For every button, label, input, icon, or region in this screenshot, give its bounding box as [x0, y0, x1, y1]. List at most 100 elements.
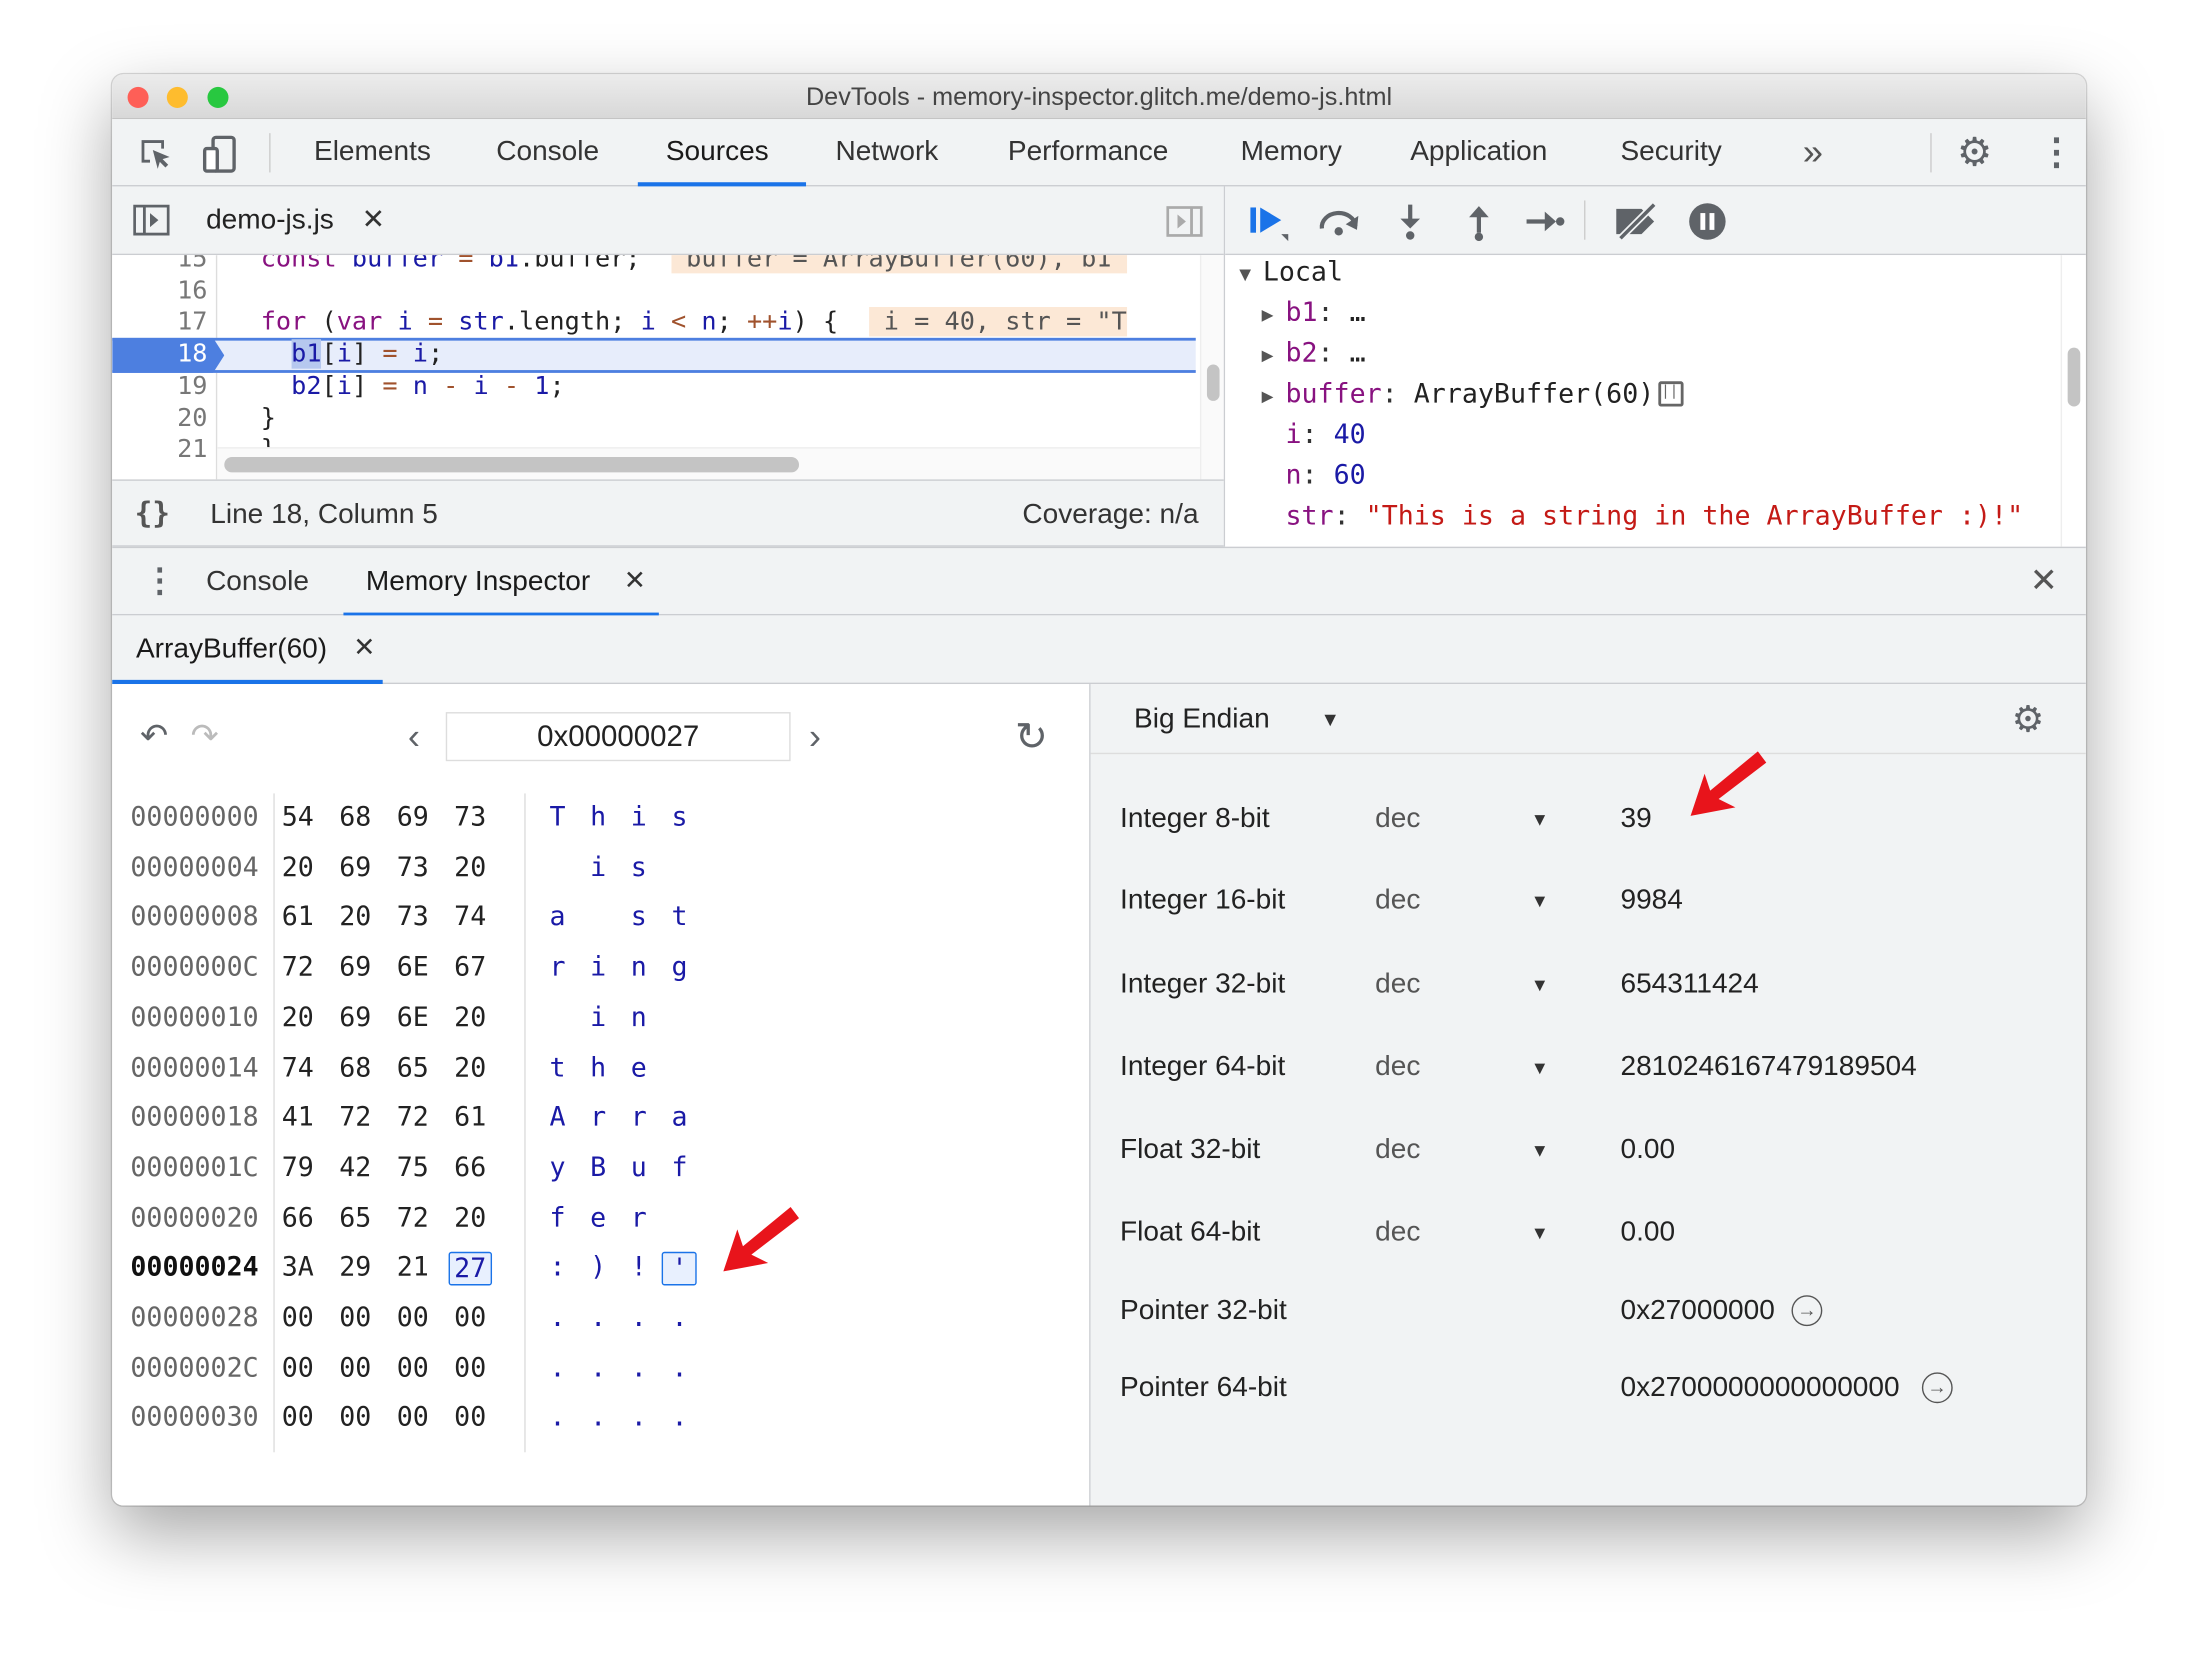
tab-console[interactable]: Console — [496, 135, 600, 167]
line-number[interactable]: 17 — [177, 306, 208, 337]
ascii-cell[interactable]: t — [671, 901, 688, 933]
expand-triangle-icon[interactable]: ▼ — [1239, 263, 1263, 286]
byte-cell[interactable]: 6E — [396, 1002, 429, 1033]
byte-cell[interactable]: 72 — [339, 1102, 372, 1133]
tab-performance[interactable]: Performance — [1007, 135, 1169, 167]
byte-cell[interactable]: 54 — [281, 801, 314, 833]
byte-cell[interactable]: 68 — [339, 801, 372, 833]
ascii-cell[interactable]: a — [549, 901, 566, 933]
endianness-dropdown-icon[interactable]: ▼ — [1320, 707, 1340, 731]
byte-cell[interactable]: 20 — [281, 1002, 314, 1033]
format-dropdown-icon[interactable]: ▼ — [1530, 1222, 1549, 1244]
vertical-scrollbar[interactable] — [1199, 255, 1224, 480]
ascii-cell[interactable]: B — [590, 1152, 607, 1183]
ascii-cell[interactable]: A — [549, 1102, 566, 1133]
drawer-tab-console[interactable]: Console — [206, 566, 309, 598]
more-options-icon[interactable]: ⋮ — [2038, 130, 2075, 173]
byte-cell[interactable]: 6E — [396, 951, 429, 983]
byte-cell[interactable]: 00 — [339, 1402, 372, 1434]
ascii-cell[interactable]: f — [549, 1202, 566, 1234]
drawer-menu-icon[interactable]: ⋮ — [142, 562, 177, 600]
value-format-select[interactable]: dec — [1375, 968, 1421, 1000]
byte-cell[interactable]: 65 — [339, 1202, 372, 1234]
ascii-cell[interactable]: . — [671, 1402, 688, 1434]
byte-cell[interactable]: 00 — [339, 1352, 372, 1384]
byte-cell[interactable]: 21 — [396, 1252, 429, 1284]
byte-cell[interactable]: 74 — [454, 901, 487, 933]
code-editor[interactable]: }} b2[i] = n - i - 1; b1[i] = i;for (var… — [112, 255, 1224, 480]
ascii-cell[interactable]: s — [630, 901, 647, 933]
byte-cell[interactable]: 20 — [339, 901, 372, 933]
byte-cell[interactable]: 00 — [454, 1352, 487, 1384]
value-format-select[interactable]: dec — [1375, 1216, 1421, 1248]
close-window-button[interactable] — [127, 86, 149, 108]
ascii-cell[interactable]: t — [549, 1052, 566, 1083]
byte-cell[interactable]: 20 — [454, 851, 487, 883]
history-forward-icon[interactable]: ↷ — [190, 717, 219, 756]
byte-cell[interactable]: 65 — [396, 1052, 429, 1083]
toggle-navigator-icon[interactable] — [133, 204, 170, 241]
close-memory-inspector-icon[interactable]: ✕ — [623, 566, 647, 596]
ascii-cell[interactable]: h — [590, 801, 607, 833]
history-back-icon[interactable]: ↶ — [140, 717, 169, 756]
byte-cell[interactable]: 72 — [396, 1202, 429, 1234]
refresh-icon[interactable]: ↻ — [1014, 714, 1048, 759]
byte-cell[interactable]: 61 — [281, 901, 314, 933]
tab-sources[interactable]: Sources — [665, 135, 769, 167]
ascii-cell[interactable]: . — [590, 1402, 607, 1434]
inspect-element-icon[interactable] — [137, 136, 173, 178]
byte-cell[interactable]: 29 — [339, 1252, 372, 1284]
horizontal-scrollbar[interactable] — [217, 447, 1200, 480]
jump-to-address-icon[interactable]: → — [1791, 1295, 1823, 1327]
format-dropdown-icon[interactable]: ▼ — [1530, 974, 1549, 996]
byte-cell[interactable]: 00 — [339, 1302, 372, 1334]
byte-cell[interactable]: 27 — [448, 1252, 492, 1286]
byte-cell[interactable]: 69 — [339, 1002, 372, 1033]
value-format-select[interactable]: dec — [1375, 803, 1421, 835]
line-number[interactable]: 16 — [177, 276, 208, 306]
ascii-cell[interactable]: a — [671, 1102, 688, 1133]
more-tabs-button[interactable]: » — [1802, 130, 1823, 173]
ascii-cell[interactable]: . — [549, 1352, 566, 1384]
line-number[interactable]: 15 — [177, 255, 208, 274]
ascii-cell[interactable]: n — [630, 951, 647, 983]
ascii-cell[interactable]: r — [590, 1102, 607, 1133]
close-drawer-icon[interactable]: ✕ — [2029, 562, 2058, 600]
byte-cell[interactable]: 00 — [396, 1302, 429, 1334]
tab-memory[interactable]: Memory — [1240, 135, 1342, 167]
ascii-cell[interactable]: . — [630, 1352, 647, 1384]
ascii-cell[interactable]: s — [671, 801, 688, 833]
byte-cell[interactable]: 79 — [281, 1152, 314, 1183]
ascii-cell[interactable]: i — [590, 1002, 607, 1033]
byte-cell[interactable]: 00 — [281, 1352, 314, 1384]
ascii-cell[interactable]: ' — [661, 1252, 698, 1286]
byte-cell[interactable]: 00 — [281, 1402, 314, 1434]
line-number[interactable]: 18 — [177, 339, 208, 369]
line-number[interactable]: 21 — [177, 434, 208, 464]
byte-cell[interactable]: 00 — [281, 1302, 314, 1334]
ascii-cell[interactable]: u — [630, 1152, 647, 1183]
ascii-cell[interactable]: ! — [630, 1252, 647, 1284]
byte-cell[interactable]: 20 — [454, 1202, 487, 1234]
byte-cell[interactable]: 68 — [339, 1052, 372, 1083]
ascii-cell[interactable]: : — [549, 1252, 566, 1284]
value-format-select[interactable]: dec — [1375, 884, 1421, 916]
scope-variable[interactable]: ▶ buffer: ArrayBuffer(60) ||| — [1262, 378, 1687, 409]
ascii-cell[interactable]: . — [671, 1352, 688, 1384]
byte-cell[interactable]: 61 — [454, 1102, 487, 1133]
endianness-select[interactable]: Big Endian — [1134, 703, 1270, 735]
byte-cell[interactable]: 72 — [396, 1102, 429, 1133]
close-file-tab-icon[interactable]: ✕ — [361, 204, 386, 236]
minimize-window-button[interactable] — [166, 86, 188, 108]
byte-cell[interactable]: 00 — [396, 1402, 429, 1434]
format-dropdown-icon[interactable]: ▼ — [1530, 890, 1549, 912]
line-number[interactable]: 19 — [177, 371, 208, 401]
byte-cell[interactable]: 74 — [281, 1052, 314, 1083]
ascii-cell[interactable]: . — [590, 1302, 607, 1334]
byte-cell[interactable]: 66 — [454, 1152, 487, 1183]
resume-icon[interactable] — [1248, 203, 1296, 242]
previous-page-icon[interactable]: ‹ — [407, 714, 421, 757]
byte-cell[interactable]: 75 — [396, 1152, 429, 1183]
scope-scrollbar[interactable] — [2060, 255, 2086, 547]
step-over-icon[interactable] — [1316, 203, 1364, 239]
